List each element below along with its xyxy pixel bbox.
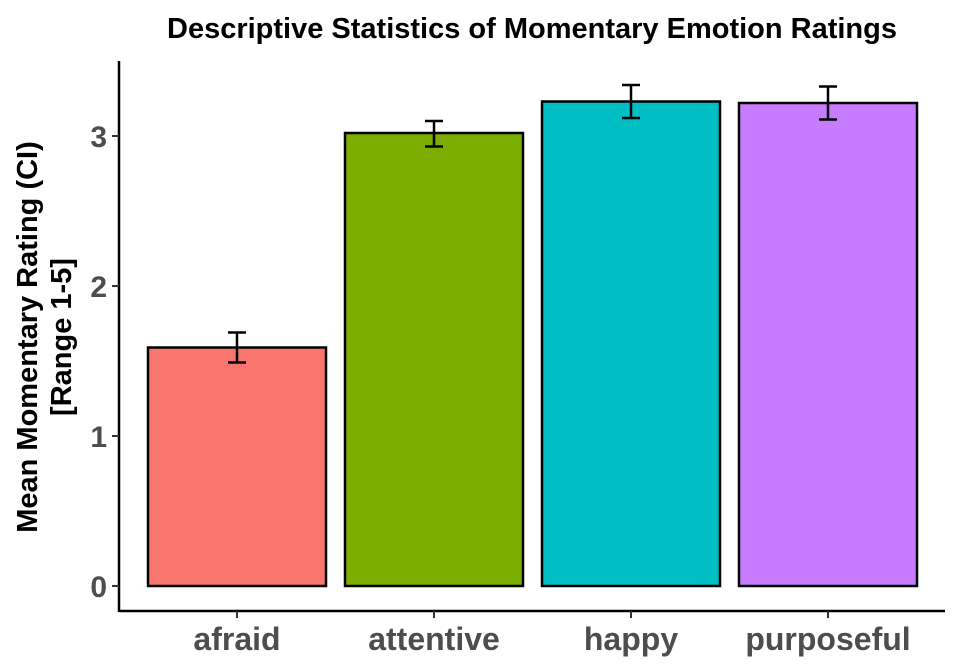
y-tick-label: 1 [90,421,107,454]
y-axis-title-line-1: Mean Momentary Rating (CI) [12,141,44,533]
y-tick-label: 2 [90,271,107,304]
x-tick-label-happy: happy [584,621,678,657]
bar-attentive [343,131,525,588]
x-tick-label-attentive: attentive [368,621,500,657]
bar-afraid [146,346,328,588]
x-tick-label-afraid: afraid [193,621,280,657]
x-tick-label-purposeful: purposeful [745,621,910,657]
chart-title: Descriptive Statistics of Momentary Emot… [167,13,897,45]
bar-happy [540,100,722,588]
y-axis-title-line-2: [Range 1-5] [46,258,78,416]
y-tick-label: 0 [90,571,107,604]
y-tick-label: 3 [90,121,107,154]
bar-purposeful [737,101,919,588]
plot-area: 0 1 2 3 afraid attentive happy purposeful [90,61,945,657]
